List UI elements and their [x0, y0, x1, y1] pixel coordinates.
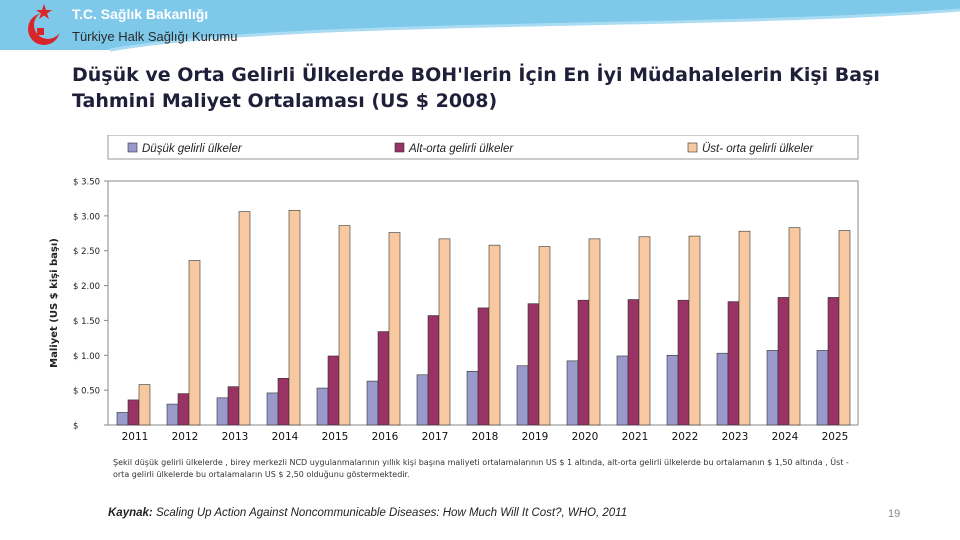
- bar: [638, 236, 651, 426]
- bar: [416, 374, 429, 426]
- bar: [727, 301, 740, 426]
- bar: [538, 246, 551, 426]
- x-tick-label: 2014: [272, 431, 299, 443]
- bar: [366, 380, 379, 426]
- y-tick-label: $ 1.50: [73, 317, 100, 327]
- page-number: 19: [888, 508, 901, 520]
- bar: [688, 235, 701, 426]
- legend-swatch: [394, 142, 405, 153]
- bar: [477, 307, 490, 426]
- x-tick-label: 2015: [322, 431, 349, 443]
- legend-box: [107, 134, 859, 160]
- chart-area: Düşük gelirli ülkeler Alt-orta gelirli ül…: [0, 134, 960, 445]
- bar: [788, 227, 801, 426]
- bar: [166, 403, 179, 426]
- x-tick-label: 2019: [522, 431, 549, 443]
- bar: [127, 399, 140, 426]
- bar: [277, 377, 290, 426]
- bar: [816, 350, 829, 426]
- y-axis-label: Maliyet (US $ kişi başı): [49, 238, 60, 368]
- ministry-crescent-star-icon: [28, 4, 62, 45]
- bar: [427, 315, 440, 426]
- bar: [188, 260, 201, 426]
- bar: [716, 352, 729, 426]
- x-tick-label: 2021: [622, 431, 649, 443]
- legend-label: Düşük gelirli ülkeler: [142, 143, 243, 155]
- x-tick-label: 2022: [672, 431, 699, 443]
- x-tick-label: 2023: [722, 431, 749, 443]
- bar: [388, 232, 401, 426]
- bar: [577, 299, 590, 426]
- x-tick-label: 2011: [122, 431, 149, 443]
- bar: [216, 397, 229, 426]
- bar: [516, 365, 529, 426]
- bar: [588, 238, 601, 426]
- ministry-name: T.C. Sağlık Bakanlığı: [72, 6, 209, 22]
- x-tick-label: 2024: [772, 431, 799, 443]
- bar: [438, 238, 451, 426]
- bar: [338, 225, 351, 426]
- y-tick-label: $ 2.50: [73, 247, 100, 257]
- bar: [488, 244, 501, 426]
- y-tick-label: $ 1.00: [73, 352, 100, 362]
- figure-caption: Şekil düşük gelirli ülkelerde , birey me…: [113, 458, 849, 479]
- x-tick-label: 2016: [372, 431, 399, 443]
- bar: [738, 230, 751, 426]
- bar: [466, 371, 479, 426]
- bar: [527, 303, 540, 426]
- x-tick-label: 2012: [172, 431, 199, 443]
- x-tick-label: 2017: [422, 431, 449, 443]
- y-tick-label: $ 3.00: [73, 212, 100, 222]
- legend-swatch: [687, 142, 698, 153]
- bar: [288, 209, 301, 426]
- y-tick-label: $ 2.00: [73, 282, 100, 292]
- bar: [616, 355, 629, 426]
- bar: [316, 387, 329, 426]
- bar: [138, 384, 151, 426]
- bar: [666, 354, 679, 426]
- bar: [327, 355, 340, 426]
- bar: [827, 297, 840, 426]
- bar: [777, 297, 790, 426]
- x-tick-label: 2025: [822, 431, 849, 443]
- source-label: Kaynak:: [108, 507, 153, 519]
- bar: [116, 412, 129, 426]
- agency-name: Türkiye Halk Sağlığı Kurumu: [72, 29, 238, 44]
- slide-title: Düşük ve Orta Gelirli Ülkelerde BOH'leri…: [72, 64, 880, 112]
- bar: [227, 386, 240, 426]
- y-tick-label: $ 3.50: [73, 178, 100, 188]
- source-text: Scaling Up Action Against Noncommunicabl…: [155, 507, 628, 519]
- y-tick-label: $: [73, 422, 78, 432]
- x-tick-label: 2018: [472, 431, 499, 443]
- bar: [266, 392, 279, 426]
- bar: [838, 230, 851, 426]
- bar: [377, 331, 390, 426]
- bar: [627, 299, 640, 426]
- y-tick-label: $ 0.50: [73, 387, 100, 397]
- legend-label: Alt-orta gelirli ülkeler: [408, 143, 514, 155]
- x-tick-label: 2013: [222, 431, 249, 443]
- bar: [766, 350, 779, 426]
- bar-chart: Düşük gelirli ülkeler Alt-orta gelirli ül…: [49, 134, 859, 443]
- source-citation: Kaynak: Scaling Up Action Against Noncom…: [108, 507, 627, 519]
- header-banner: T.C. Sağlık Bakanlığı Türkiye Halk Sağlı…: [0, 0, 960, 56]
- bar: [238, 211, 251, 426]
- banner-wave-shape: [0, 0, 960, 52]
- bar: [177, 393, 190, 426]
- x-tick-label: 2020: [572, 431, 599, 443]
- legend-label: Üst- orta gelirli ülkeler: [702, 143, 814, 155]
- bar: [566, 360, 579, 426]
- bar: [677, 299, 690, 426]
- legend-swatch: [127, 142, 138, 153]
